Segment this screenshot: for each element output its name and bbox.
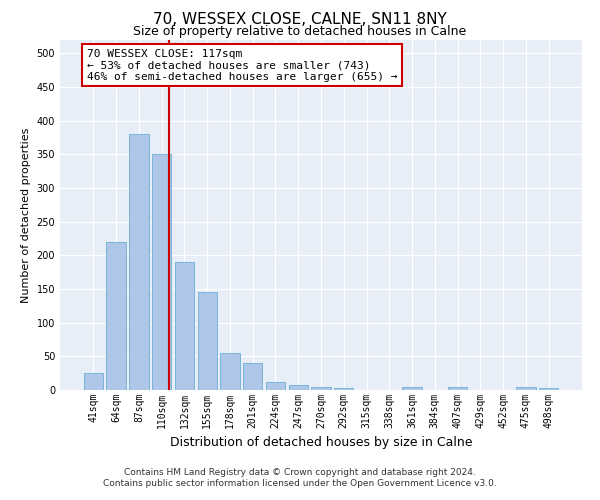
Bar bbox=[334, 388, 353, 390]
Bar bbox=[266, 382, 285, 390]
Bar bbox=[84, 373, 103, 390]
Bar bbox=[243, 363, 262, 390]
X-axis label: Distribution of detached houses by size in Calne: Distribution of detached houses by size … bbox=[170, 436, 472, 450]
Bar bbox=[311, 386, 331, 390]
Text: Size of property relative to detached houses in Calne: Size of property relative to detached ho… bbox=[133, 25, 467, 38]
Bar bbox=[152, 154, 172, 390]
Bar bbox=[289, 386, 308, 390]
Y-axis label: Number of detached properties: Number of detached properties bbox=[21, 128, 31, 302]
Bar bbox=[448, 388, 467, 390]
Bar bbox=[220, 353, 239, 390]
Text: 70 WESSEX CLOSE: 117sqm
← 53% of detached houses are smaller (743)
46% of semi-d: 70 WESSEX CLOSE: 117sqm ← 53% of detache… bbox=[86, 49, 397, 82]
Text: Contains HM Land Registry data © Crown copyright and database right 2024.
Contai: Contains HM Land Registry data © Crown c… bbox=[103, 468, 497, 487]
Bar bbox=[539, 388, 558, 390]
Bar bbox=[197, 292, 217, 390]
Bar bbox=[516, 388, 536, 390]
Bar bbox=[106, 242, 126, 390]
Bar bbox=[129, 134, 149, 390]
Bar bbox=[175, 262, 194, 390]
Text: 70, WESSEX CLOSE, CALNE, SN11 8NY: 70, WESSEX CLOSE, CALNE, SN11 8NY bbox=[153, 12, 447, 26]
Bar bbox=[403, 388, 422, 390]
